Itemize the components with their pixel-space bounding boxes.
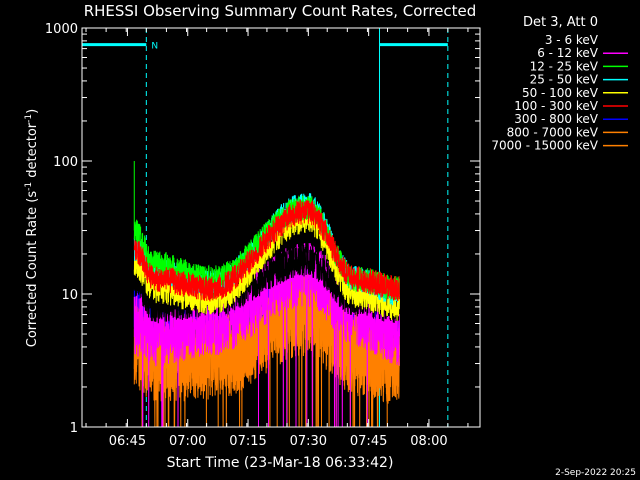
x-tick-label: 07:15	[229, 434, 266, 449]
legend-label: 300 - 800 keV	[514, 112, 598, 126]
legend-label: 12 - 25 keV	[530, 59, 599, 73]
legend-label: 50 - 100 keV	[522, 86, 599, 100]
series-layer	[133, 161, 400, 428]
y-tick-label: 100	[53, 155, 78, 170]
y-axis: 1 10 100 1000	[45, 22, 480, 436]
legend-label: 25 - 50 keV	[530, 73, 599, 87]
x-tick-label: 06:45	[109, 434, 146, 449]
x-tick-label: 07:00	[169, 434, 206, 449]
legend-label: 100 - 300 keV	[514, 99, 598, 113]
legend-label: 7000 - 15000 keV	[491, 139, 598, 153]
x-tick-label: 08:00	[410, 434, 447, 449]
legend-label: 3 - 6 keV	[545, 33, 599, 47]
flag-night-label: N	[151, 42, 158, 52]
series-line-4	[133, 204, 400, 321]
plot-area: N 06:45 07:00 07:15 07:30 07:45 08:00 1101001…	[45, 22, 481, 449]
y-tick-label: 1	[70, 421, 78, 436]
y-tick-label: 1000	[45, 22, 78, 37]
legend-label: 6 - 12 keV	[537, 46, 599, 60]
x-axis: 06:45 07:00 07:15 07:30 07:45 08:00	[85, 28, 469, 449]
footer-date: 2-Sep-2022 20:25	[555, 468, 636, 478]
plot-frame	[81, 27, 481, 428]
x-axis-label: Start Time (23-Mar-18 06:33:42)	[167, 455, 394, 471]
y-axis-label: Corrected Count Rate (s-1 detector-1)	[24, 109, 40, 347]
legend-label: 800 - 7000 keV	[507, 125, 599, 139]
legend-header: Det 3, Att 0	[523, 15, 598, 30]
chart-title: RHESSI Observing Summary Count Rates, Co…	[84, 2, 477, 20]
y-tick-label: 10	[61, 288, 78, 303]
x-tick-label: 07:45	[350, 434, 387, 449]
series-line-5	[133, 199, 400, 302]
x-tick-label: 07:30	[290, 434, 327, 449]
